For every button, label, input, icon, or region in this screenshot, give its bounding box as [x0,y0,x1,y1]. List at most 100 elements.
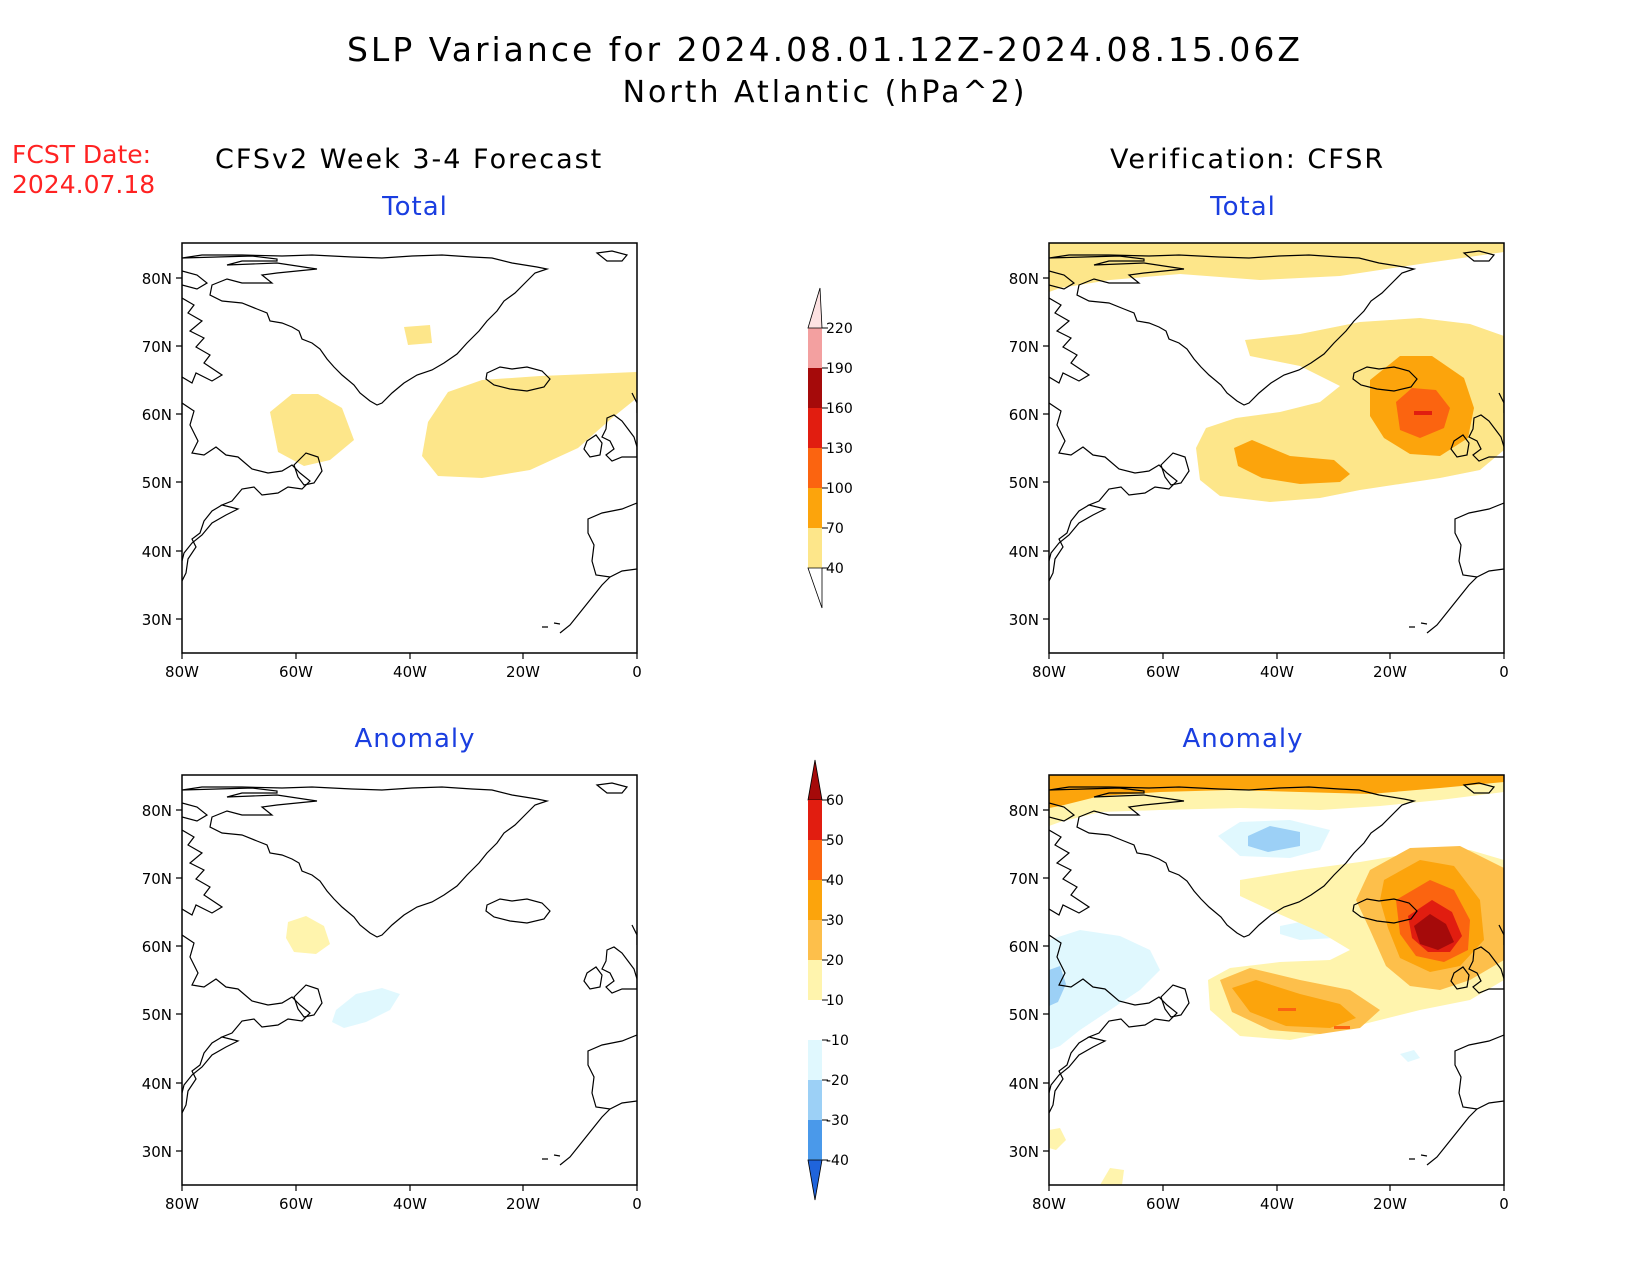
total-colorbar-segment [808,328,822,368]
lat-label: 70N [142,338,172,356]
verification-total-map [1048,242,1505,654]
lat-label: 60N [142,406,172,424]
anomaly-colorbar-label: 20 [826,953,844,969]
lat-label: 50N [142,1006,172,1024]
forecast-anomaly-shade-positive [286,916,330,954]
total-colorbar-segment [808,488,822,528]
anomaly-colorbar-segment [808,800,822,840]
lon-label: 20W [506,1195,540,1213]
anomaly-colorbar-segment [808,1040,822,1080]
lon-label: 40W [1260,663,1294,681]
lat-label: 70N [142,870,172,888]
total-colorbar-label: 190 [826,361,853,377]
lon-label: 0 [632,1195,642,1213]
lon-label: 60W [1146,1195,1180,1213]
verification-total-shade-orange-1 [1234,440,1350,484]
total-colorbar-label: 220 [826,321,853,337]
anomaly-colorbar-segment [808,960,822,1000]
anomaly-colorbar-label: 30 [826,913,844,929]
panel-title-forecast-anomaly: Anomaly [354,724,476,754]
lon-label: 80W [165,1195,199,1213]
lon-label: 40W [393,663,427,681]
verification-anomaly-shade-south-west [1049,1128,1066,1150]
lat-label: 70N [1009,338,1039,356]
total-colorbar-segment [808,448,822,488]
anomaly-colorbar-labels: 60 50 40 30 20 10 -10 -20 -30 -40 [826,793,849,1169]
verification-anomaly-shade-south-blue [1400,1050,1420,1062]
anomaly-colorbar-label: 10 [826,993,844,1009]
forecast-total-shade-1 [404,325,432,345]
lon-label: 0 [1499,663,1509,681]
lat-label: 50N [1009,1006,1039,1024]
verification-anomaly-shade-blue-west-core [1049,966,1066,1006]
lon-labels-forecast-anomaly: 80W 60W 40W 20W 0 [165,1195,642,1213]
lat-label: 40N [142,1075,172,1093]
lat-labels-forecast-anomaly: 80N 70N 60N 50N 40N 30N [142,802,172,1161]
lat-label: 80N [142,270,172,288]
lon-label: 60W [1146,663,1180,681]
total-colorbar-label: 100 [826,481,853,497]
lat-label: 80N [142,802,172,820]
total-colorbar-label: 130 [826,441,853,457]
anomaly-colorbar-label: -20 [826,1073,849,1089]
lon-labels-verification-anomaly: 80W 60W 40W 20W 0 [1032,1195,1509,1213]
total-colorbar-top-cap [807,287,823,329]
verification-column-title: Verification: CFSR [1110,144,1386,175]
lat-label: 30N [1009,611,1039,629]
lon-label: 40W [1260,1195,1294,1213]
lon-label: 80W [1032,1195,1066,1213]
lat-label: 60N [1009,406,1039,424]
lat-labels-forecast-total: 80N 70N 60N 50N 40N 30N [142,270,172,629]
lon-label: 40W [393,1195,427,1213]
anomaly-colorbar-label: -40 [826,1153,849,1169]
anomaly-colorbar-label: -10 [826,1033,849,1049]
lon-label: 0 [1499,1195,1509,1213]
verification-anomaly-shade-blue-north-core [1248,826,1300,852]
forecast-total-shade-3 [422,372,637,478]
anomaly-colorbar-label: 40 [826,873,844,889]
lat-label: 50N [142,474,172,492]
lon-label: 60W [279,1195,313,1213]
lon-label: 0 [632,663,642,681]
forecast-total-map [181,242,638,654]
fcst-date: 2024.07.18 [12,170,156,199]
panel-title-verification-total: Total [1210,192,1276,222]
total-colorbar-labels: 220 190 160 130 100 70 40 [826,321,853,577]
lat-label: 70N [1009,870,1039,888]
main-subtitle: North Atlantic (hPa^2) [622,75,1028,110]
main-title: SLP Variance for 2024.08.01.12Z-2024.08.… [346,30,1304,69]
verification-anomaly-shade-marker-1 [1278,1008,1296,1011]
lon-label: 80W [165,663,199,681]
fcst-label: FCST Date: [12,140,152,169]
lat-label: 30N [142,611,172,629]
verification-anomaly-shade-dark-red [1414,914,1454,950]
lat-label: 30N [142,1143,172,1161]
verification-anomaly-shade-marker-2 [1334,1026,1350,1029]
total-colorbar-segment [808,408,822,448]
verification-anomaly-shade-orange-1 [1232,980,1356,1028]
lat-label: 40N [1009,1075,1039,1093]
verification-total-shade-red-2 [1414,411,1432,415]
lat-label: 60N [142,938,172,956]
verification-anomaly-shade-south-mid [1100,1168,1124,1185]
lon-label: 80W [1032,663,1066,681]
verification-anomaly-shade-north-orange [1049,775,1504,808]
total-colorbar-label: 70 [826,521,844,537]
panel-title-forecast-total: Total [382,192,448,222]
forecast-anomaly-map [181,774,638,1186]
anomaly-colorbar-segment [808,1000,822,1040]
forecast-anomaly-shade-negative [332,988,400,1028]
total-colorbar-segment [808,368,822,408]
verification-anomaly-map [1048,774,1505,1186]
forecast-date-label: FCST Date: 2024.07.18 [12,140,155,200]
lat-labels-verification-total: 80N 70N 60N 50N 40N 30N [1009,270,1039,629]
lat-label: 30N [1009,1143,1039,1161]
panel-title-verification-anomaly: Anomaly [1182,724,1304,754]
total-colorbar-label: 40 [826,561,844,577]
lat-labels-verification-anomaly: 80N 70N 60N 50N 40N 30N [1009,802,1039,1161]
lon-label: 20W [1373,663,1407,681]
lat-label: 60N [1009,938,1039,956]
anomaly-colorbar-segment [808,920,822,960]
lat-label: 50N [1009,474,1039,492]
